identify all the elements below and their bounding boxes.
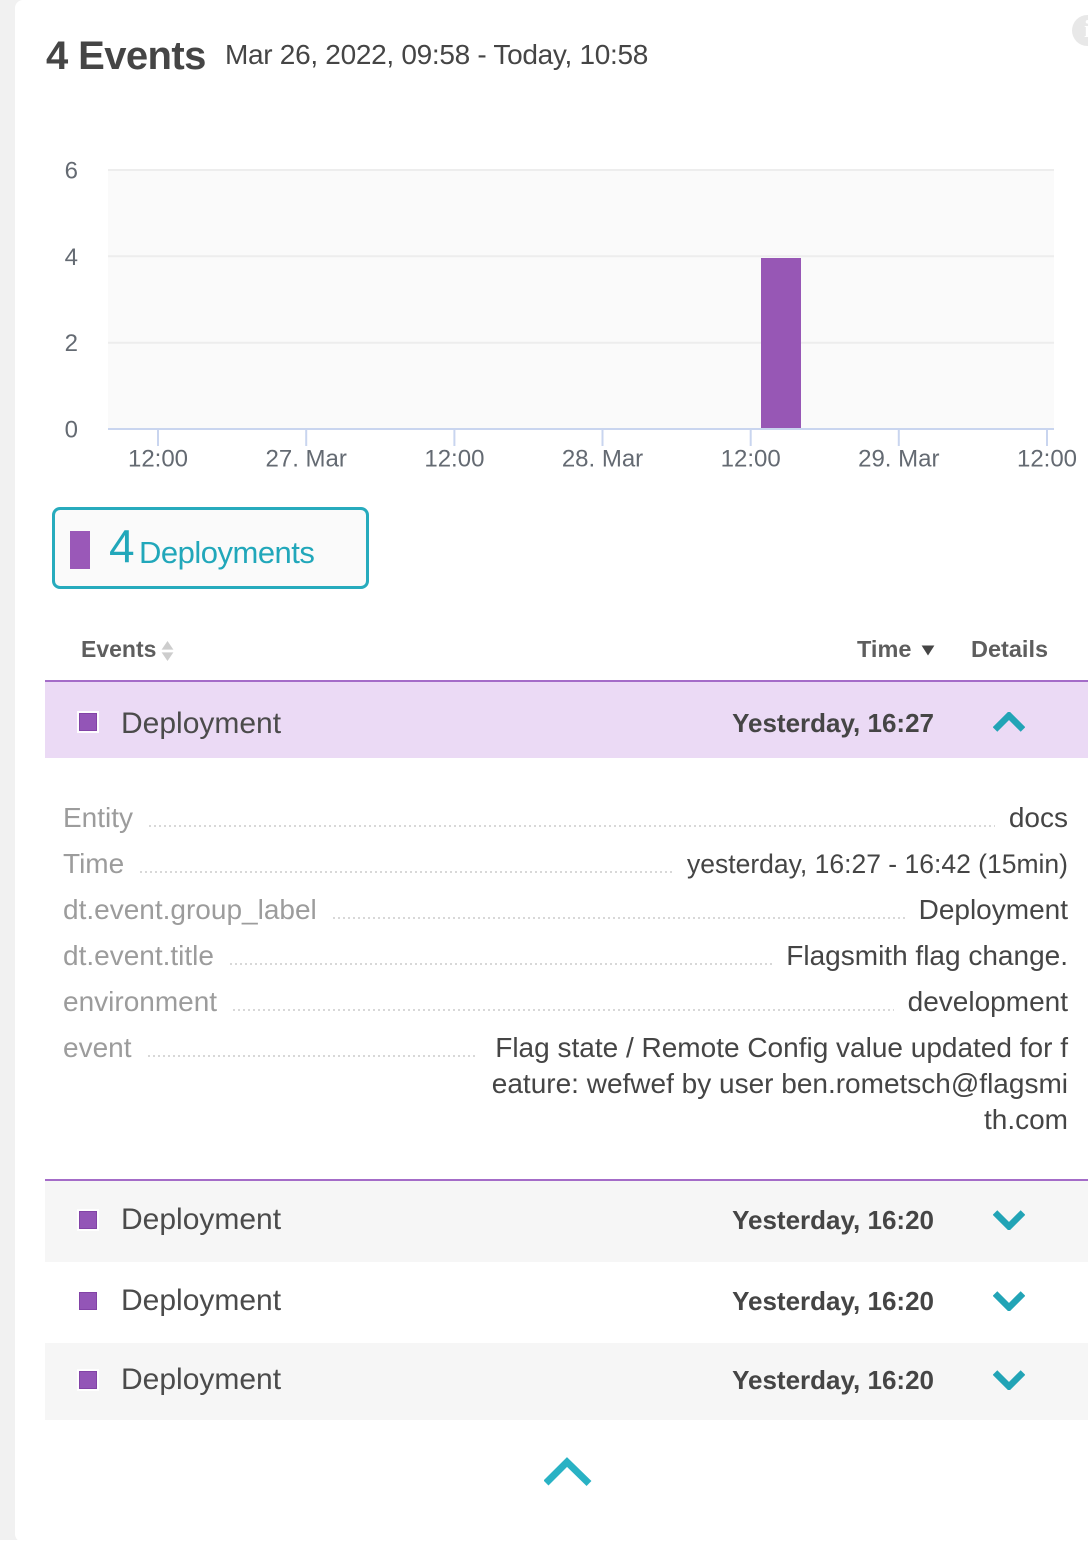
svg-text:28. Mar: 28. Mar — [562, 446, 643, 473]
svg-text:6: 6 — [65, 158, 78, 185]
svg-text:29. Mar: 29. Mar — [858, 446, 939, 473]
svg-text:12:00: 12:00 — [424, 446, 484, 473]
svg-text:12:00: 12:00 — [721, 446, 781, 473]
svg-text:12:00: 12:00 — [128, 446, 188, 473]
svg-text:27. Mar: 27. Mar — [266, 446, 347, 473]
svg-text:0: 0 — [65, 417, 78, 444]
svg-text:12:00: 12:00 — [1017, 446, 1077, 473]
svg-text:2: 2 — [65, 330, 78, 357]
svg-text:4: 4 — [65, 244, 78, 271]
